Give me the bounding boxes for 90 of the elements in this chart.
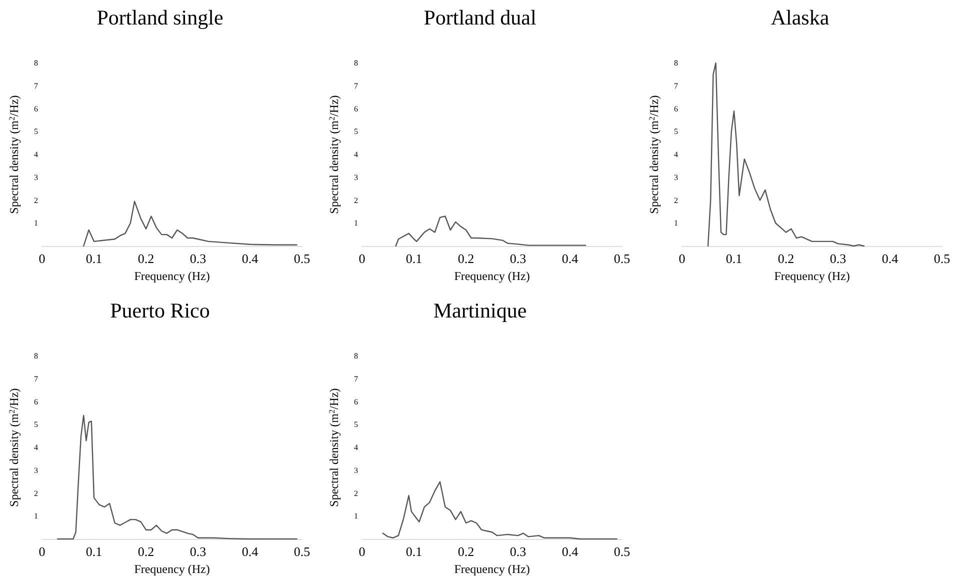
y-tick-label: 3 <box>34 172 38 182</box>
y-tick-label: 3 <box>354 466 358 475</box>
x-tick-label: 0.3 <box>190 251 206 266</box>
y-tick-label: 3 <box>354 172 358 182</box>
x-tick-label: 0.2 <box>458 544 474 559</box>
y-tick-label: 4 <box>354 150 358 159</box>
y-tick-label: 7 <box>354 81 358 90</box>
line-series <box>57 414 298 540</box>
line-series <box>707 62 865 247</box>
y-axis-title: Spectral density (m2/Hz) <box>7 388 21 507</box>
y-tick-label: 8 <box>354 58 358 68</box>
x-axis-title: Frequency (Hz) <box>774 269 850 283</box>
y-tick-label: 8 <box>34 58 38 68</box>
y-tick-label: 2 <box>674 196 678 205</box>
y-tick-label: 7 <box>674 81 678 90</box>
x-tick-label: 0.1 <box>406 544 422 559</box>
x-tick-label: 0.1 <box>726 251 742 266</box>
y-tick-label: 3 <box>674 172 678 182</box>
x-tick-label: 0 <box>358 544 366 559</box>
y-axis-title: Spectral density (m2/Hz) <box>327 95 341 214</box>
y-tick-label: 1 <box>354 218 358 228</box>
y-tick-label: 1 <box>34 218 38 228</box>
x-axis-title: Frequency (Hz) <box>454 562 530 576</box>
y-tick-label: 7 <box>34 374 38 384</box>
x-axis-title: Frequency (Hz) <box>454 269 530 283</box>
y-axis-title: Spectral density (m2/Hz) <box>647 95 661 214</box>
line-series <box>83 200 298 247</box>
line-series <box>395 216 586 247</box>
y-axis-title: Spectral density (m2/Hz) <box>7 95 21 214</box>
y-tick-label: 6 <box>674 104 678 114</box>
x-tick-label: 0 <box>38 544 46 559</box>
y-tick-label: 8 <box>354 352 358 360</box>
y-tick-label: 3 <box>34 466 38 475</box>
x-tick-label: 0.5 <box>614 544 630 559</box>
y-tick-label: 8 <box>674 58 678 68</box>
x-tick-label: 0.4 <box>242 251 259 266</box>
x-tick-label: 0.1 <box>406 251 422 266</box>
y-tick-label: 4 <box>34 150 38 159</box>
chart-title: Portland single <box>96 6 224 30</box>
x-tick-label: 0 <box>678 251 686 266</box>
x-tick-label: 0.4 <box>562 251 579 266</box>
x-tick-label: 0.3 <box>510 544 526 559</box>
y-tick-label: 4 <box>674 150 678 159</box>
y-tick-label: 1 <box>34 512 38 521</box>
y-tick-label: 2 <box>34 196 38 205</box>
y-tick-label: 6 <box>34 397 38 406</box>
chart-title: Martinique <box>433 298 527 322</box>
x-axis-title: Frequency (Hz) <box>134 562 210 576</box>
y-axis-title: Spectral density (m2/Hz) <box>327 388 341 507</box>
x-tick-label: 0.5 <box>294 544 310 559</box>
x-tick-label: 0.2 <box>138 251 154 266</box>
y-tick-label: 7 <box>34 81 38 90</box>
x-tick-label: 0.2 <box>778 251 794 266</box>
y-tick-label: 1 <box>674 218 678 228</box>
y-tick-label: 6 <box>354 397 358 406</box>
x-tick-label: 0.5 <box>294 251 310 266</box>
x-tick-label: 0.3 <box>830 251 846 266</box>
line-series <box>382 481 618 540</box>
y-tick-label: 5 <box>34 127 38 136</box>
y-tick-label: 8 <box>34 352 38 360</box>
chart-title: Puerto Rico <box>110 298 210 322</box>
y-tick-label: 2 <box>34 488 38 498</box>
x-tick-label: 0.5 <box>934 251 950 266</box>
y-tick-label: 4 <box>34 443 38 452</box>
x-axis-title: Frequency (Hz) <box>134 269 210 283</box>
chart-title: Alaska <box>770 6 830 30</box>
chart-title: Portland dual <box>424 6 536 30</box>
y-tick-label: 5 <box>354 420 358 430</box>
x-tick-label: 0.2 <box>458 251 474 266</box>
y-tick-label: 2 <box>354 488 358 498</box>
y-tick-label: 5 <box>354 127 358 136</box>
y-tick-label: 6 <box>354 104 358 114</box>
x-tick-label: 0.5 <box>614 251 630 266</box>
x-tick-label: 0.4 <box>242 544 259 559</box>
y-tick-label: 4 <box>354 443 358 452</box>
x-tick-label: 0.3 <box>190 544 206 559</box>
y-tick-label: 2 <box>354 196 358 205</box>
y-tick-label: 1 <box>354 512 358 521</box>
x-tick-label: 0 <box>358 251 366 266</box>
y-tick-label: 5 <box>34 420 38 430</box>
y-tick-label: 6 <box>34 104 38 114</box>
x-tick-label: 0.1 <box>86 251 102 266</box>
x-tick-label: 0.3 <box>510 251 526 266</box>
x-tick-label: 0 <box>38 251 46 266</box>
x-tick-label: 0.4 <box>882 251 899 266</box>
y-tick-label: 7 <box>354 374 358 384</box>
y-tick-label: 5 <box>674 127 678 136</box>
x-tick-label: 0.2 <box>138 544 154 559</box>
x-tick-label: 0.4 <box>562 544 579 559</box>
x-tick-label: 0.1 <box>86 544 102 559</box>
